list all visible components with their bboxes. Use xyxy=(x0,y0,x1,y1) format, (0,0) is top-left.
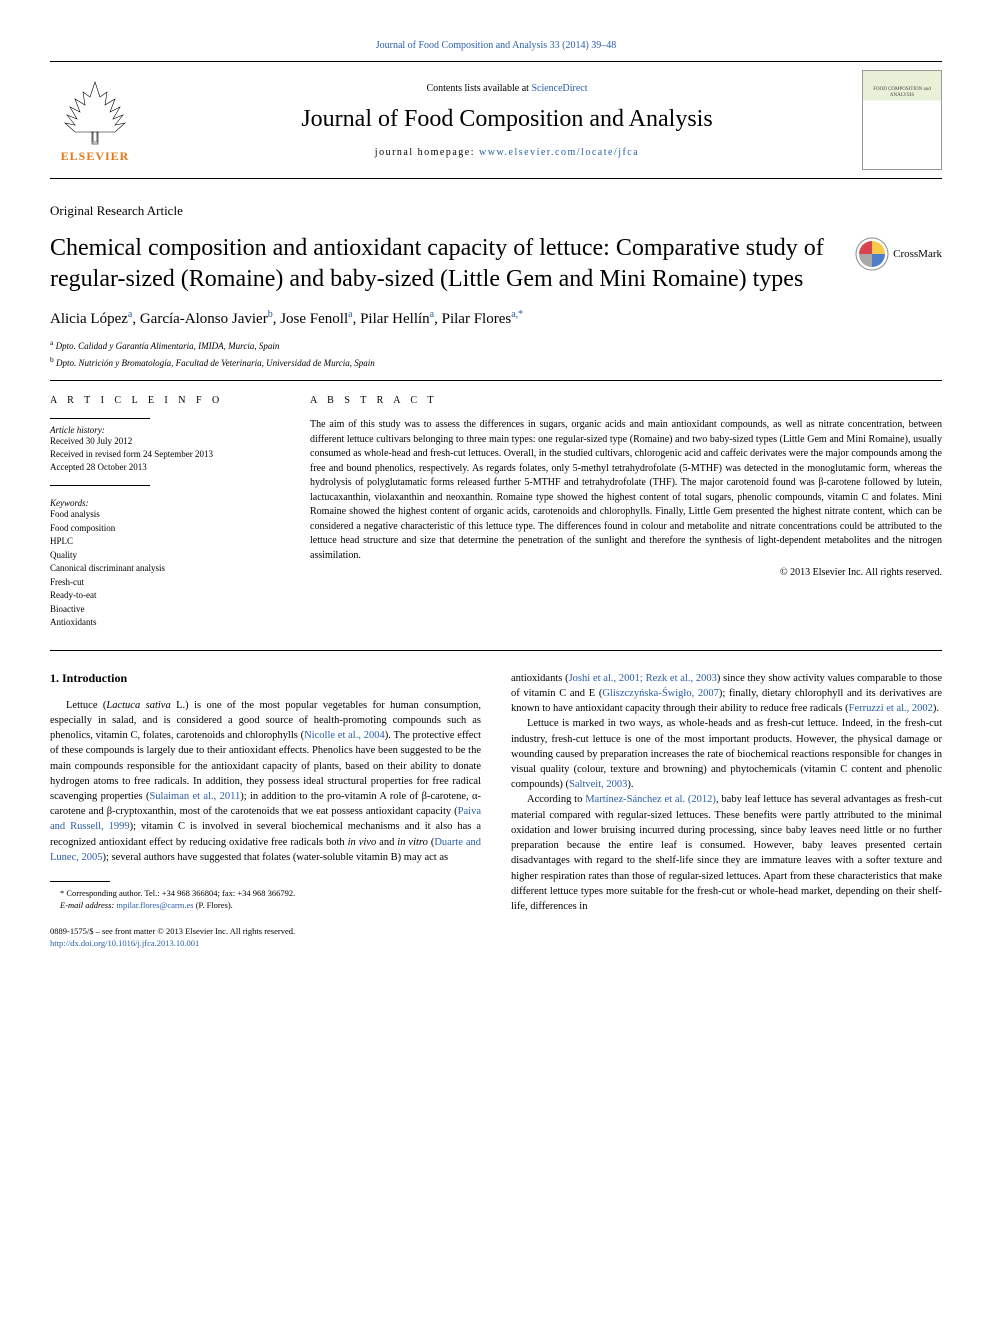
divider xyxy=(50,881,110,882)
email-link[interactable]: mpilar.flores@carm.es xyxy=(116,900,193,910)
citation-link[interactable]: Joshi et al., 2001; Rezk et al., 2003 xyxy=(569,673,717,684)
intro-paragraph-1: Lettuce (Lactuca sativa L.) is one of th… xyxy=(50,698,481,865)
abstract-text: The aim of this study was to assess the … xyxy=(310,418,942,563)
intro-paragraph-4: According to Martínez-Sánchez et al. (20… xyxy=(511,792,942,914)
citation-link[interactable]: Saltveit, 2003 xyxy=(569,779,627,790)
homepage-line: journal homepage: www.elsevier.com/locat… xyxy=(152,147,862,158)
copyright: © 2013 Elsevier Inc. All rights reserved… xyxy=(310,567,942,578)
citation-link[interactable]: Sulaiman et al., 2011 xyxy=(149,791,240,802)
affiliation-b: b Dpto. Nutrición y Bromatología, Facult… xyxy=(50,355,942,368)
doi-link[interactable]: http://dx.doi.org/10.1016/j.jfca.2013.10… xyxy=(50,938,199,948)
authors: Alicia Lópeza, García-Alonso Javierb, Jo… xyxy=(50,309,942,328)
journal-header: ELSEVIER Contents lists available at Sci… xyxy=(50,62,942,179)
cover-title-text: FOOD COMPOSITION and ANALYSIS xyxy=(867,87,937,98)
intro-paragraph-2: antioxidants (Joshi et al., 2001; Rezk e… xyxy=(511,671,942,717)
crossmark-badge[interactable]: CrossMark xyxy=(855,237,942,271)
citation-link[interactable]: Martínez-Sánchez et al. (2012) xyxy=(585,794,716,805)
divider xyxy=(50,650,942,651)
history-label: Article history: xyxy=(50,425,280,435)
homepage-link[interactable]: www.elsevier.com/locate/jfca xyxy=(479,147,639,158)
journal-title: Journal of Food Composition and Analysis xyxy=(152,106,862,133)
corresponding-author: * Corresponding author. Tel.: +34 968 36… xyxy=(50,888,481,900)
crossmark-text: CrossMark xyxy=(893,248,942,260)
issn-line: 0889-1575/$ – see front matter © 2013 El… xyxy=(50,926,481,938)
crossmark-icon xyxy=(855,237,889,271)
contents-line: Contents lists available at ScienceDirec… xyxy=(152,83,862,94)
history-accepted: Accepted 28 October 2013 xyxy=(50,461,280,474)
article-info-heading: A R T I C L E I N F O xyxy=(50,395,280,406)
article-type: Original Research Article xyxy=(50,203,942,219)
abstract-heading: A B S T R A C T xyxy=(310,395,942,406)
email-line: E-mail address: mpilar.flores@carm.es (P… xyxy=(50,900,481,912)
citation-link[interactable]: Ferruzzi et al., 2002 xyxy=(849,703,933,714)
journal-citation[interactable]: Journal of Food Composition and Analysis… xyxy=(50,40,942,51)
history-revised: Received in revised form 24 September 20… xyxy=(50,448,280,461)
footer-meta: 0889-1575/$ – see front matter © 2013 El… xyxy=(50,926,481,950)
elsevier-logo[interactable]: ELSEVIER xyxy=(50,70,140,170)
intro-heading: 1. Introduction xyxy=(50,671,481,686)
keywords-list: Food analysis Food composition HPLC Qual… xyxy=(50,508,280,630)
history-received: Received 30 July 2012 xyxy=(50,435,280,448)
citation-link[interactable]: Gliszczyńska-Świgło, 2007 xyxy=(602,688,719,699)
elsevier-tree-icon xyxy=(55,77,135,147)
sciencedirect-link[interactable]: ScienceDirect xyxy=(531,83,587,94)
divider xyxy=(50,380,942,381)
elsevier-text: ELSEVIER xyxy=(61,149,130,164)
journal-cover-thumb[interactable]: FOOD COMPOSITION and ANALYSIS xyxy=(862,70,942,170)
citation-link[interactable]: Nicolle et al., 2004 xyxy=(304,730,385,741)
divider xyxy=(50,418,150,419)
affiliation-a: a Dpto. Calidad y Garantía Alimentaria, … xyxy=(50,338,942,351)
keywords-label: Keywords: xyxy=(50,498,280,508)
divider xyxy=(50,485,150,486)
paper-title: Chemical composition and antioxidant cap… xyxy=(50,233,835,295)
intro-paragraph-3: Lettuce is marked in two ways, as whole-… xyxy=(511,716,942,792)
